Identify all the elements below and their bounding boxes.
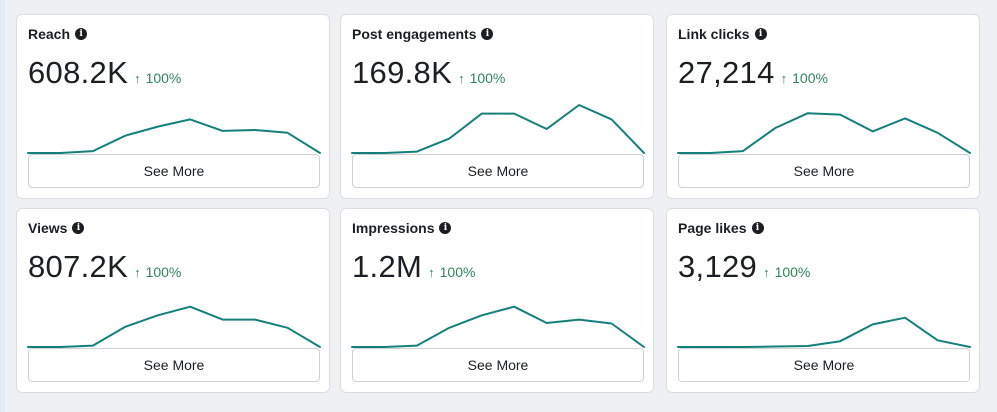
- card-value-row: 3,129 ↑ 100%: [678, 249, 810, 285]
- sparkline: [677, 316, 971, 348]
- card-title: Post engagements: [352, 26, 477, 42]
- change-percent: 100%: [774, 264, 811, 280]
- info-icon[interactable]: i: [439, 222, 452, 234]
- card-value-row: 807.2K ↑ 100%: [28, 249, 181, 285]
- see-more-button[interactable]: See More: [28, 154, 320, 188]
- metric-value: 608.2K: [28, 55, 129, 90]
- sparkline: [351, 305, 645, 348]
- metric-value: 169.8K: [352, 55, 453, 90]
- metric-card-views: Views i 807.2K ↑ 100% See More: [16, 208, 330, 393]
- card-title-row: Impressions i: [352, 220, 452, 236]
- sparkline-path: [351, 305, 645, 348]
- card-title-row: Views i: [28, 220, 85, 236]
- metric-card-page-likes: Page likes i 3,129 ↑ 100% See More: [666, 208, 980, 393]
- sparkline-path: [677, 316, 971, 348]
- change-percent: 100%: [469, 70, 506, 86]
- info-icon[interactable]: i: [481, 28, 494, 40]
- change-percent: 100%: [439, 264, 476, 280]
- card-title: Page likes: [678, 220, 747, 236]
- card-title: Views: [28, 220, 68, 236]
- metric-value: 27,214: [678, 55, 775, 90]
- sparkline: [351, 104, 645, 154]
- card-value-row: 1.2M ↑ 100%: [352, 249, 475, 285]
- metric-value: 3,129: [678, 249, 758, 284]
- info-icon[interactable]: i: [72, 222, 85, 234]
- card-title-row: Reach i: [28, 26, 88, 42]
- change-percent: 100%: [792, 70, 828, 86]
- arrow-up-icon: ↑: [458, 71, 465, 86]
- sparkline-path: [351, 104, 645, 154]
- change-badge: ↑ 100%: [763, 264, 810, 280]
- card-value-row: 27,214 ↑ 100%: [678, 55, 828, 91]
- sparkline-path: [27, 118, 321, 154]
- sparkline-path: [677, 112, 971, 154]
- see-more-button[interactable]: See More: [678, 348, 970, 382]
- arrow-up-icon: ↑: [780, 71, 788, 86]
- metric-value: 1.2M: [352, 249, 423, 284]
- arrow-up-icon: ↑: [763, 265, 770, 280]
- change-badge: ↑ 100%: [428, 264, 475, 280]
- card-title: Impressions: [352, 220, 435, 236]
- metric-card-post-engagements: Post engagements i 169.8K ↑ 100% See Mor…: [340, 14, 654, 199]
- card-value-row: 169.8K ↑ 100%: [352, 55, 505, 91]
- see-more-button[interactable]: See More: [352, 154, 644, 188]
- change-badge: ↑ 100%: [134, 264, 181, 280]
- arrow-up-icon: ↑: [134, 265, 141, 280]
- info-icon[interactable]: i: [75, 28, 88, 40]
- sparkline-path: [27, 305, 321, 348]
- info-icon[interactable]: i: [751, 222, 764, 234]
- see-more-button[interactable]: See More: [28, 348, 320, 382]
- see-more-button[interactable]: See More: [678, 154, 970, 188]
- sparkline: [27, 118, 321, 154]
- card-title-row: Post engagements i: [352, 26, 494, 42]
- change-percent: 100%: [145, 70, 182, 86]
- sparkline: [677, 112, 971, 154]
- arrow-up-icon: ↑: [134, 71, 141, 86]
- metric-card-reach: Reach i 608.2K ↑ 100% See More: [16, 14, 330, 199]
- change-badge: ↑ 100%: [134, 70, 181, 86]
- metric-value: 807.2K: [28, 249, 129, 284]
- metric-card-impressions: Impressions i 1.2M ↑ 100% See More: [340, 208, 654, 393]
- card-title: Link clicks: [678, 26, 750, 42]
- see-more-button[interactable]: See More: [352, 348, 644, 382]
- arrow-up-icon: ↑: [428, 265, 435, 280]
- card-value-row: 608.2K ↑ 100%: [28, 55, 181, 91]
- change-percent: 100%: [145, 264, 182, 280]
- change-badge: ↑ 100%: [781, 70, 828, 86]
- left-edge-strip: [0, 0, 5, 412]
- change-badge: ↑ 100%: [458, 70, 505, 86]
- metric-card-link-clicks: Link clicks i 27,214 ↑ 100% See More: [666, 14, 980, 199]
- card-title-row: Link clicks i: [678, 26, 767, 42]
- sparkline: [27, 305, 321, 348]
- card-title-row: Page likes i: [678, 220, 764, 236]
- card-title: Reach: [28, 26, 71, 42]
- info-icon[interactable]: i: [754, 28, 767, 40]
